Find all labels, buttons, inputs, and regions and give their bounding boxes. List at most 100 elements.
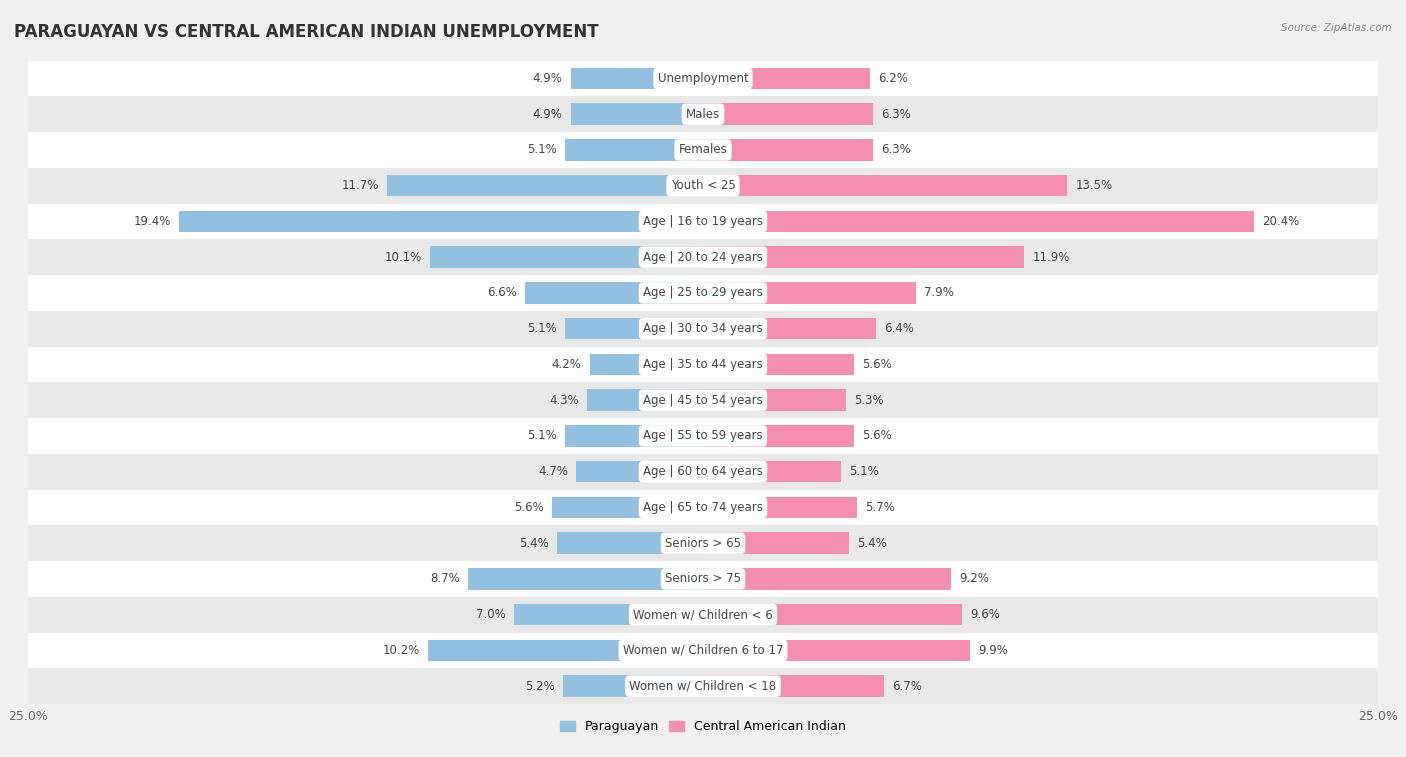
Text: 5.4%: 5.4% [519, 537, 550, 550]
Bar [28, 347, 1378, 382]
Text: 5.4%: 5.4% [856, 537, 887, 550]
Bar [703, 318, 876, 339]
Bar [515, 604, 703, 625]
Bar [703, 569, 952, 590]
Text: 4.7%: 4.7% [538, 465, 568, 478]
Bar [427, 640, 703, 661]
Text: Women w/ Children < 18: Women w/ Children < 18 [630, 680, 776, 693]
Text: Age | 35 to 44 years: Age | 35 to 44 years [643, 358, 763, 371]
Text: Age | 60 to 64 years: Age | 60 to 64 years [643, 465, 763, 478]
Bar [703, 175, 1067, 196]
Text: Seniors > 65: Seniors > 65 [665, 537, 741, 550]
Text: 20.4%: 20.4% [1261, 215, 1299, 228]
Bar [586, 389, 703, 411]
Text: Age | 16 to 19 years: Age | 16 to 19 years [643, 215, 763, 228]
Text: 6.4%: 6.4% [884, 322, 914, 335]
Bar [703, 675, 884, 697]
Text: Age | 20 to 24 years: Age | 20 to 24 years [643, 251, 763, 263]
Text: Males: Males [686, 107, 720, 120]
Text: Women w/ Children < 6: Women w/ Children < 6 [633, 608, 773, 621]
Bar [180, 210, 703, 232]
Text: Age | 45 to 54 years: Age | 45 to 54 years [643, 394, 763, 407]
Text: 11.7%: 11.7% [342, 179, 380, 192]
Bar [703, 210, 1254, 232]
Text: Age | 30 to 34 years: Age | 30 to 34 years [643, 322, 763, 335]
Text: 13.5%: 13.5% [1076, 179, 1112, 192]
Text: 8.7%: 8.7% [430, 572, 460, 585]
Text: 5.2%: 5.2% [524, 680, 554, 693]
Bar [28, 61, 1378, 96]
Bar [28, 96, 1378, 132]
Bar [28, 382, 1378, 418]
Text: 5.1%: 5.1% [849, 465, 879, 478]
Bar [28, 453, 1378, 490]
Text: Youth < 25: Youth < 25 [671, 179, 735, 192]
Bar [28, 239, 1378, 275]
Bar [430, 247, 703, 268]
Text: 4.9%: 4.9% [533, 72, 562, 85]
Text: 9.9%: 9.9% [979, 644, 1008, 657]
Text: Age | 65 to 74 years: Age | 65 to 74 years [643, 501, 763, 514]
Text: Females: Females [679, 143, 727, 157]
Bar [565, 139, 703, 160]
Bar [703, 354, 855, 375]
Bar [703, 104, 873, 125]
Text: 7.0%: 7.0% [477, 608, 506, 621]
Bar [28, 490, 1378, 525]
Bar [703, 67, 870, 89]
Bar [703, 389, 846, 411]
Bar [565, 425, 703, 447]
Text: Source: ZipAtlas.com: Source: ZipAtlas.com [1281, 23, 1392, 33]
Text: 9.2%: 9.2% [959, 572, 990, 585]
Text: 6.6%: 6.6% [486, 286, 517, 300]
Bar [703, 139, 873, 160]
Bar [28, 633, 1378, 668]
Bar [28, 132, 1378, 168]
Bar [703, 282, 917, 304]
Bar [28, 597, 1378, 633]
Bar [703, 425, 855, 447]
Text: 6.2%: 6.2% [879, 72, 908, 85]
Text: Women w/ Children 6 to 17: Women w/ Children 6 to 17 [623, 644, 783, 657]
Bar [28, 668, 1378, 704]
Bar [28, 525, 1378, 561]
Text: Age | 25 to 29 years: Age | 25 to 29 years [643, 286, 763, 300]
Text: 10.2%: 10.2% [382, 644, 419, 657]
Text: 11.9%: 11.9% [1032, 251, 1070, 263]
Text: 19.4%: 19.4% [134, 215, 172, 228]
Text: 9.6%: 9.6% [970, 608, 1000, 621]
Bar [703, 640, 970, 661]
Bar [28, 311, 1378, 347]
Text: 5.1%: 5.1% [527, 143, 557, 157]
Bar [576, 461, 703, 482]
Bar [468, 569, 703, 590]
Text: PARAGUAYAN VS CENTRAL AMERICAN INDIAN UNEMPLOYMENT: PARAGUAYAN VS CENTRAL AMERICAN INDIAN UN… [14, 23, 599, 41]
Text: 6.3%: 6.3% [882, 143, 911, 157]
Bar [703, 461, 841, 482]
Bar [703, 604, 962, 625]
Bar [571, 67, 703, 89]
Text: Seniors > 75: Seniors > 75 [665, 572, 741, 585]
Text: 5.6%: 5.6% [515, 501, 544, 514]
Text: 4.9%: 4.9% [533, 107, 562, 120]
Bar [28, 204, 1378, 239]
Text: 5.6%: 5.6% [862, 358, 891, 371]
Legend: Paraguayan, Central American Indian: Paraguayan, Central American Indian [560, 720, 846, 733]
Text: 4.3%: 4.3% [550, 394, 579, 407]
Bar [703, 247, 1024, 268]
Text: 7.9%: 7.9% [924, 286, 955, 300]
Bar [562, 675, 703, 697]
Bar [28, 418, 1378, 453]
Bar [571, 104, 703, 125]
Bar [28, 561, 1378, 597]
Text: Age | 55 to 59 years: Age | 55 to 59 years [643, 429, 763, 442]
Text: 5.1%: 5.1% [527, 429, 557, 442]
Text: 6.7%: 6.7% [891, 680, 922, 693]
Bar [28, 168, 1378, 204]
Bar [703, 497, 856, 518]
Bar [524, 282, 703, 304]
Text: 6.3%: 6.3% [882, 107, 911, 120]
Bar [703, 532, 849, 554]
Text: 5.3%: 5.3% [855, 394, 884, 407]
Bar [387, 175, 703, 196]
